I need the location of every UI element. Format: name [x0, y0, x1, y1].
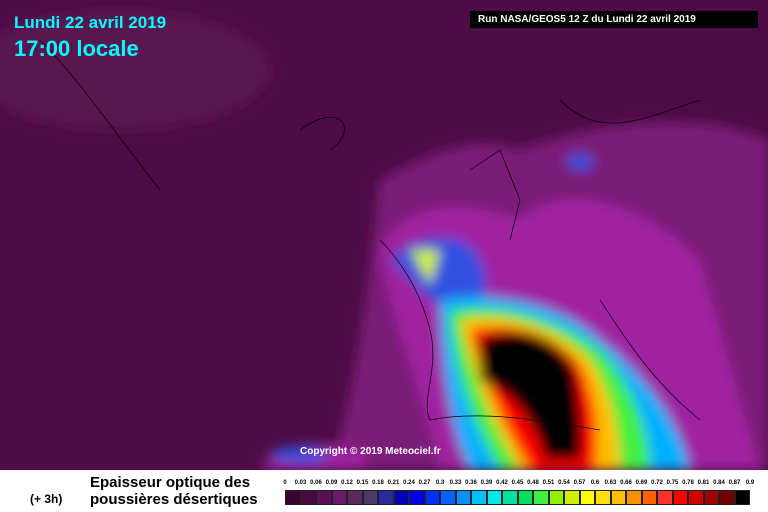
scale-label: 0: [283, 480, 287, 486]
color-swatch: [378, 490, 394, 505]
color-swatch: [300, 490, 316, 505]
scale-label: 0.36: [465, 480, 477, 486]
scale-label: 0.18: [372, 480, 384, 486]
color-swatch: [610, 490, 626, 505]
scale-label: 0.48: [527, 480, 539, 486]
dust-field: [0, 10, 768, 470]
scale-label: 0.69: [635, 480, 648, 486]
scale-label: 0.81: [697, 480, 710, 486]
color-swatch: [347, 490, 363, 505]
run-info: Run NASA/GEOS5 12 Z du Lundi 22 avril 20…: [470, 11, 758, 28]
color-swatch: [486, 490, 502, 505]
scale-label: 0.21: [387, 480, 400, 486]
scale-label: 0.54: [558, 480, 570, 486]
scale-label: 0.63: [604, 480, 617, 486]
color-swatch: [331, 490, 347, 505]
color-swatch: [393, 490, 409, 505]
date: Lundi 22 avril 2019: [14, 13, 167, 32]
color-swatch: [517, 490, 533, 505]
copyright: Copyright © 2019 Meteociel.fr: [300, 446, 441, 457]
scale-label: 0.42: [496, 480, 508, 486]
color-swatch: [440, 490, 456, 505]
scale-label: 0.75: [666, 480, 679, 486]
scale-label: 0.78: [682, 480, 694, 486]
color-swatch: [734, 490, 750, 505]
scale-label: 0.6: [590, 480, 600, 486]
scale-label: 0.9: [745, 480, 755, 486]
legend-title: poussières désertiques: [90, 491, 258, 508]
scale-label: 0.06: [310, 480, 322, 486]
color-swatch: [471, 490, 487, 505]
scale-label: 0.09: [325, 480, 338, 486]
color-swatch: [564, 490, 580, 505]
color-swatch: [626, 490, 642, 505]
scale-label: 0.03: [294, 480, 307, 486]
scale-label: 0.33: [449, 480, 462, 486]
color-swatch: [533, 490, 549, 505]
scale-label: 0.87: [728, 480, 741, 486]
scale-label: 0.51: [542, 480, 555, 486]
color-swatch: [657, 490, 673, 505]
color-swatch: [502, 490, 518, 505]
color-swatch: [362, 490, 378, 505]
color-swatch: [641, 490, 657, 505]
color-swatch: [548, 490, 564, 505]
scale-label: 0.66: [620, 480, 632, 486]
scale-label: 0.39: [480, 480, 493, 486]
scale-label: 0.24: [403, 480, 415, 486]
color-swatch: [579, 490, 595, 505]
coastlines: [39, 39, 701, 431]
scale-label: 0.3: [435, 480, 445, 486]
legend-title: Epaisseur optique des: [90, 474, 251, 491]
time: 17:00 locale: [14, 36, 139, 61]
color-swatch: [424, 490, 440, 505]
color-swatch: [595, 490, 611, 505]
scale-label: 0.72: [651, 480, 663, 486]
scale-label: 0.15: [356, 480, 369, 486]
scale-label: 0.12: [341, 480, 353, 486]
map: [0, 0, 768, 470]
color-swatch: [285, 490, 301, 505]
color-swatch: [688, 490, 704, 505]
scale-label: 0.57: [573, 480, 586, 486]
color-swatch: [316, 490, 332, 505]
color-swatch: [672, 490, 688, 505]
color-swatch: [409, 490, 425, 505]
color-swatch: [719, 490, 735, 505]
color-swatch: [703, 490, 719, 505]
forecast-step: (+ 3h): [30, 492, 63, 506]
scale-label: 0.45: [511, 480, 524, 486]
scale-label: 0.27: [418, 480, 431, 486]
scale-label: 0.84: [713, 480, 725, 486]
color-swatch: [455, 490, 471, 505]
